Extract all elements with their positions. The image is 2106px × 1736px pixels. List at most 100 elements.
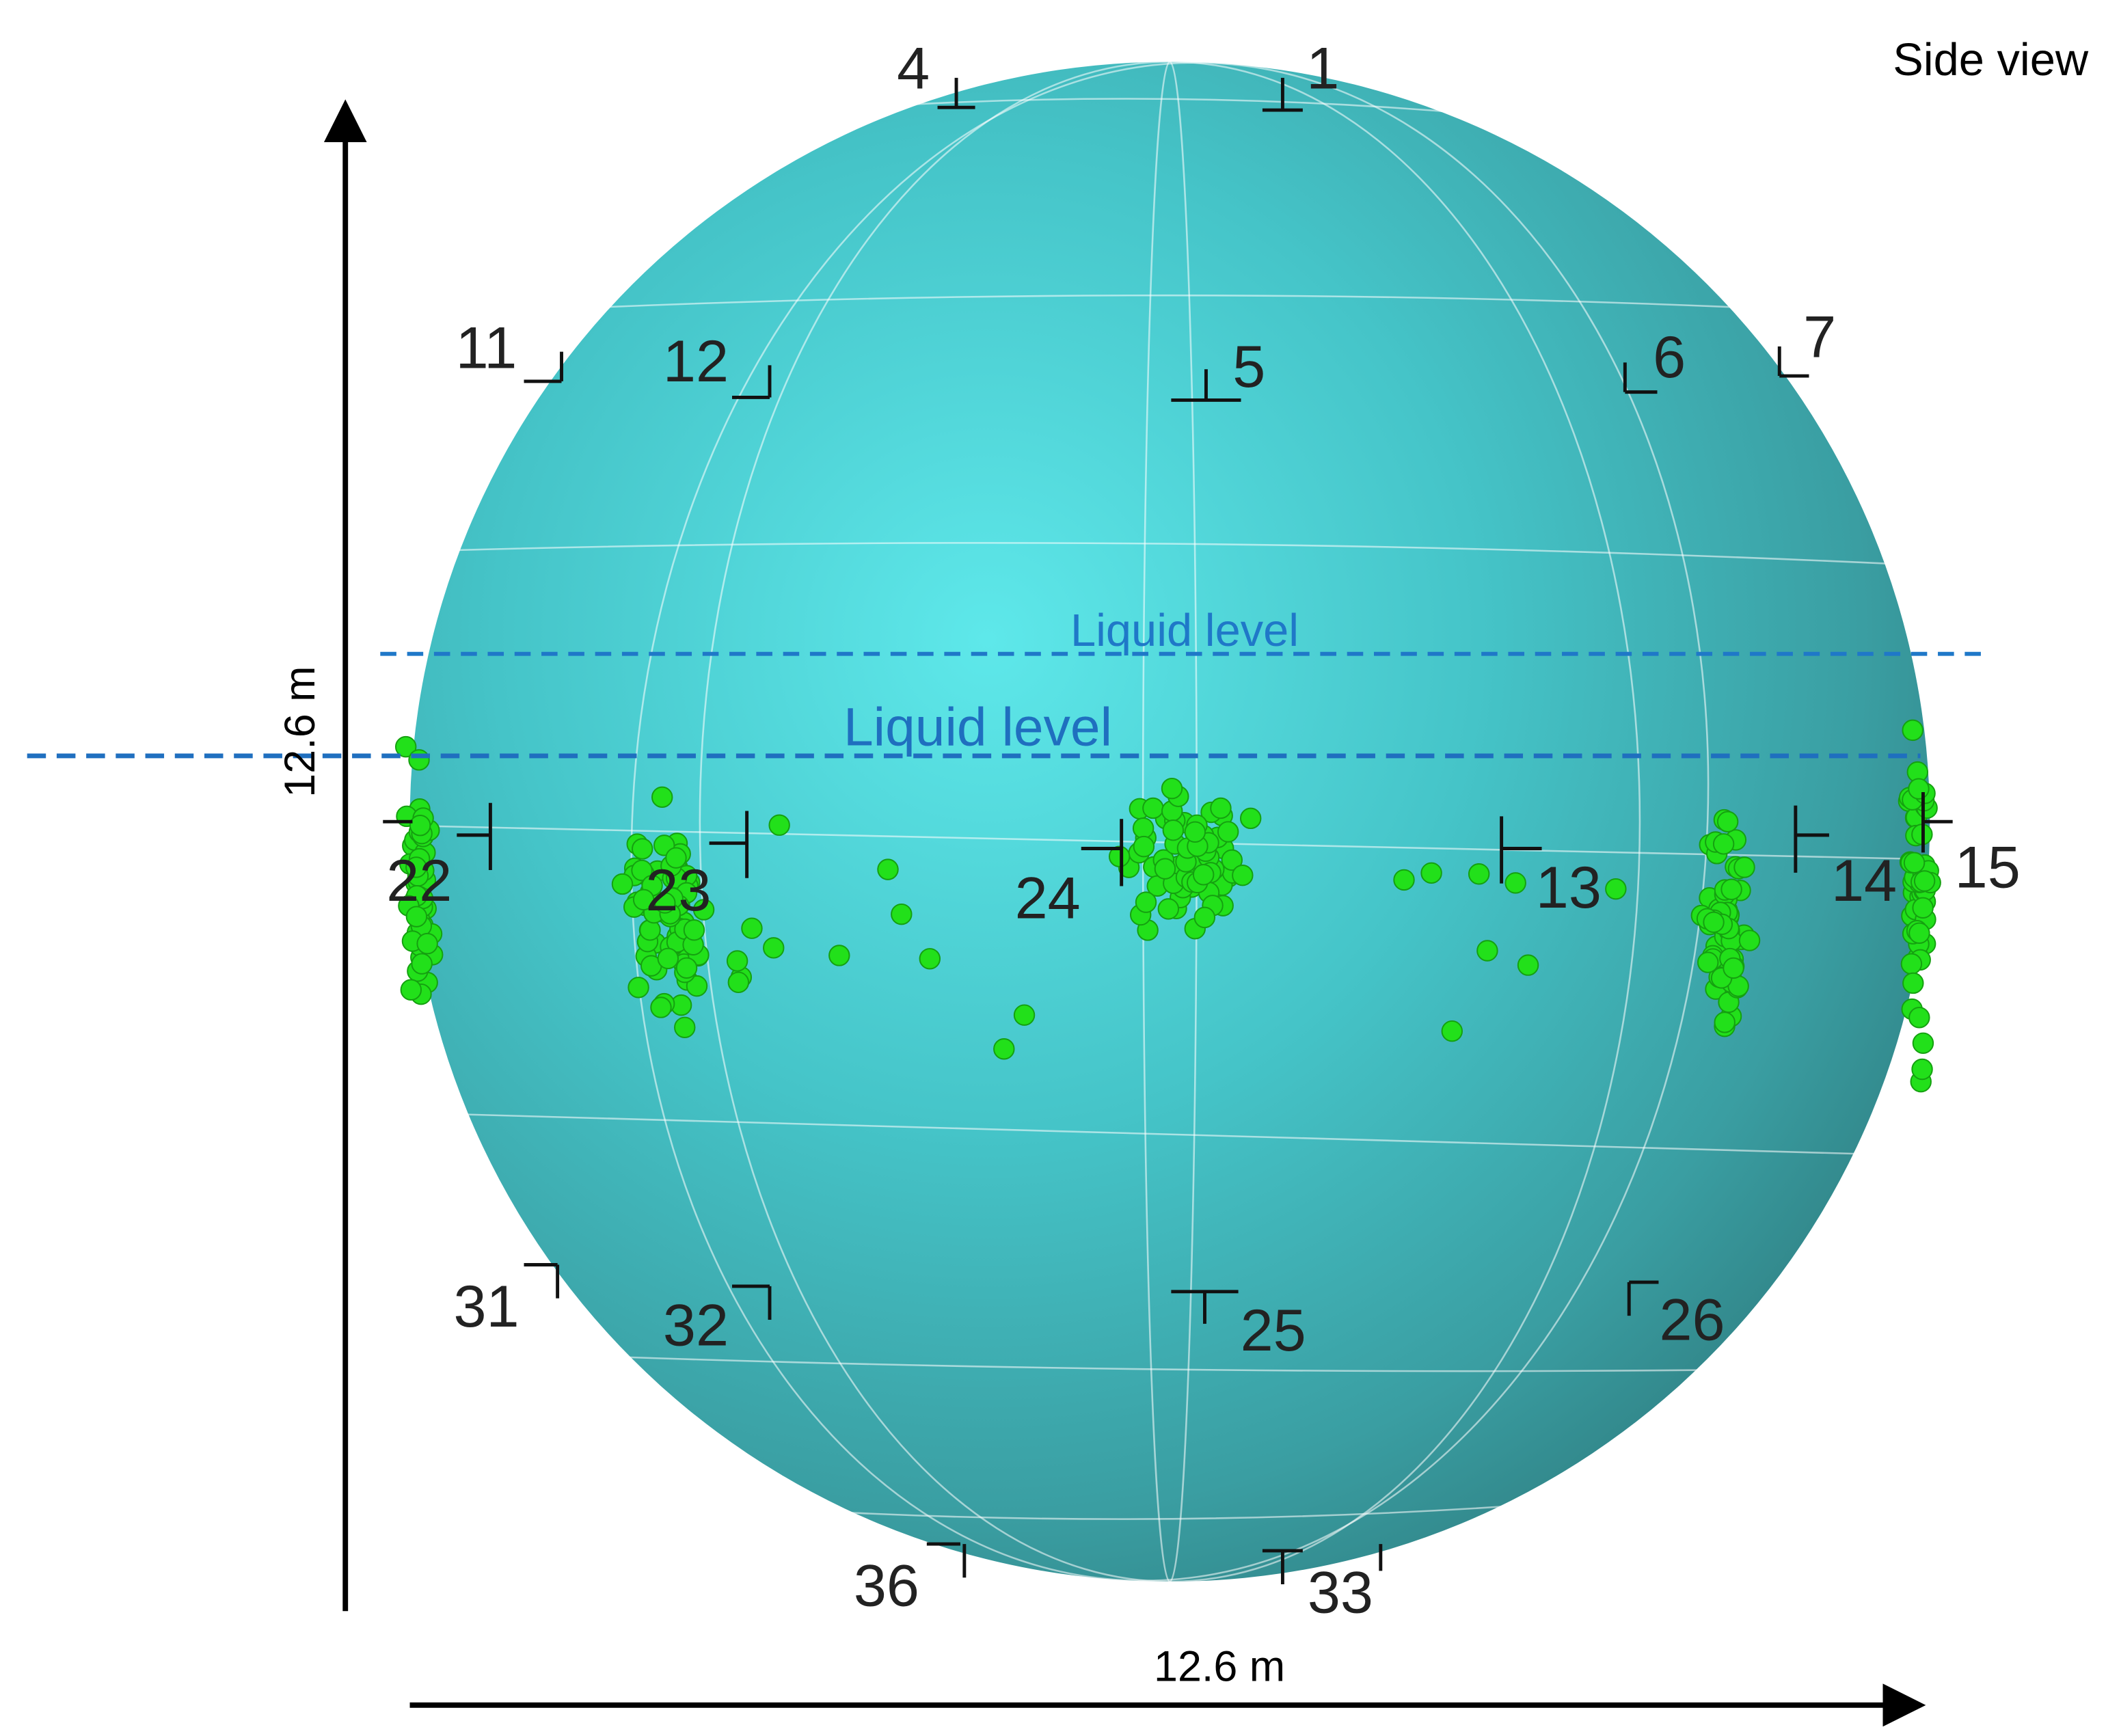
height-label: 12.6 m bbox=[276, 666, 324, 798]
sensor-label: 7 bbox=[1803, 305, 1836, 370]
event-dot bbox=[1476, 940, 1498, 962]
parallel bbox=[443, 542, 1894, 565]
sensor-bracket bbox=[383, 802, 492, 870]
event-dot bbox=[611, 873, 634, 895]
sensor-bracket bbox=[926, 1542, 967, 1578]
event-dot bbox=[394, 735, 417, 758]
event-dot bbox=[1712, 833, 1735, 855]
sensor-label: 26 bbox=[1659, 1287, 1725, 1353]
event-dot bbox=[1393, 869, 1415, 891]
event-dot bbox=[692, 899, 715, 921]
event-dot bbox=[919, 948, 941, 970]
event-dot bbox=[726, 950, 748, 972]
view-title: Side view bbox=[1893, 35, 2089, 85]
event-dot bbox=[1135, 891, 1157, 913]
width-label: 12.6 m bbox=[1154, 1642, 1285, 1690]
sensor-bracket bbox=[1262, 77, 1303, 112]
event-dot bbox=[1193, 906, 1216, 929]
parallel bbox=[564, 294, 1773, 310]
event-dot bbox=[411, 953, 433, 975]
event-dot bbox=[1902, 972, 1924, 994]
sensor-bracket bbox=[1171, 369, 1241, 402]
event-dot bbox=[1912, 897, 1934, 919]
event-dot bbox=[632, 889, 655, 911]
event-dot bbox=[416, 932, 438, 955]
event-dot bbox=[1908, 778, 1930, 800]
event-dot bbox=[1697, 951, 1719, 973]
event-dot bbox=[674, 1016, 696, 1039]
sensor-bracket bbox=[709, 811, 749, 878]
event-dot bbox=[1903, 852, 1926, 873]
parallel bbox=[463, 1113, 1887, 1156]
event-dot bbox=[993, 1038, 1015, 1060]
sensor-bracket bbox=[524, 351, 563, 383]
event-dot bbox=[408, 749, 430, 771]
event-dot bbox=[1132, 817, 1155, 839]
event-dot bbox=[1192, 864, 1215, 886]
event-dot bbox=[1908, 922, 1930, 945]
event-dot bbox=[1714, 1012, 1736, 1033]
event-dot bbox=[1723, 957, 1744, 979]
sensor-label: 36 bbox=[854, 1553, 919, 1618]
meridian bbox=[630, 62, 1710, 1582]
event-dot bbox=[631, 859, 653, 882]
event-dot bbox=[654, 892, 676, 914]
event-dot bbox=[665, 847, 687, 869]
event-dot bbox=[1900, 953, 1923, 975]
liquid-level-label: Liquid level bbox=[843, 696, 1112, 757]
sensor-label: 22 bbox=[386, 848, 452, 914]
event-dot bbox=[632, 838, 653, 860]
sensor-label: 14 bbox=[1831, 848, 1897, 914]
event-dot bbox=[1504, 872, 1526, 894]
event-dot bbox=[1911, 1058, 1933, 1081]
sensor-label: 4 bbox=[897, 36, 930, 102]
event-dot bbox=[657, 947, 679, 970]
event-dot bbox=[1908, 1007, 1930, 1029]
sensor-bracket bbox=[1777, 346, 1809, 378]
event-dot bbox=[405, 906, 428, 927]
parallel bbox=[859, 98, 1478, 116]
sensor-label: 32 bbox=[663, 1292, 729, 1358]
sensor-label: 33 bbox=[1308, 1560, 1373, 1625]
sensor-label: 31 bbox=[453, 1274, 519, 1340]
event-dot bbox=[1912, 1032, 1934, 1055]
sensor-bracket bbox=[1081, 819, 1124, 886]
event-dot bbox=[828, 945, 850, 966]
sensor-label: 15 bbox=[1955, 835, 2021, 900]
meridian bbox=[699, 61, 1641, 1583]
event-dot bbox=[727, 971, 750, 994]
sensor-label: 23 bbox=[645, 858, 711, 923]
sensor-bracket bbox=[732, 365, 772, 399]
sensor-bracket bbox=[524, 1263, 560, 1299]
sensor-label: 1 bbox=[1306, 36, 1339, 102]
event-dot bbox=[627, 977, 649, 999]
event-dot bbox=[1420, 862, 1442, 884]
event-dot bbox=[409, 814, 431, 837]
event-dot bbox=[763, 937, 785, 959]
event-dot bbox=[1108, 845, 1131, 867]
sensor-label: 11 bbox=[456, 315, 517, 381]
event-dot bbox=[1517, 954, 1539, 976]
event-dot bbox=[1013, 1004, 1036, 1026]
event-dot bbox=[1913, 870, 1936, 892]
event-dot bbox=[1902, 719, 1923, 742]
events bbox=[394, 719, 1941, 1093]
event-dot bbox=[877, 858, 899, 880]
event-dot bbox=[651, 786, 673, 809]
sensor-label: 25 bbox=[1241, 1298, 1306, 1364]
event-dot bbox=[1720, 878, 1742, 900]
event-dot bbox=[1733, 856, 1755, 878]
sensor-bracket bbox=[1262, 1544, 1383, 1585]
sensor-bracket bbox=[1794, 805, 1829, 873]
event-dot bbox=[686, 975, 708, 997]
event-dot bbox=[1184, 821, 1206, 843]
sensor-label: 12 bbox=[663, 329, 729, 394]
sensor-bracket bbox=[732, 1284, 772, 1320]
event-dot bbox=[1716, 811, 1739, 832]
event-dot bbox=[891, 903, 913, 925]
sensor-bracket bbox=[1623, 362, 1658, 394]
event-dot bbox=[768, 814, 790, 836]
sensor-label: 6 bbox=[1653, 325, 1686, 390]
event-dot bbox=[1441, 1020, 1463, 1042]
